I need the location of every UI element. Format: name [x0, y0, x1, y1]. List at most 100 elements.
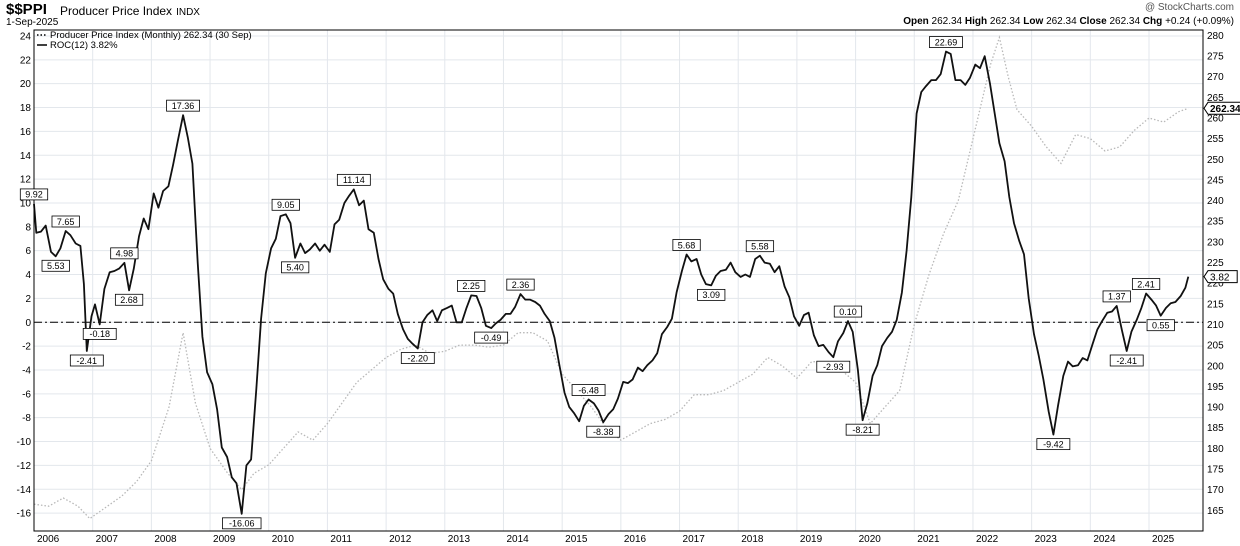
annotation-label: -2.93: [823, 362, 844, 372]
y-tick-label-right: 240: [1207, 196, 1224, 207]
symbol-title: $$PPI: [6, 1, 47, 18]
y-tick-label-right: 175: [1207, 465, 1224, 476]
annotation-box: [672, 239, 701, 251]
annotation-label: 17.36: [172, 101, 195, 111]
annotation-box: [474, 331, 509, 344]
y-tick-label-right: 235: [1207, 217, 1224, 228]
y-tick-label-right: 275: [1207, 52, 1224, 63]
y-tick-label-left: 0: [25, 318, 31, 329]
symbol-name-text: Producer Price Index: [60, 4, 173, 18]
x-tick-label: 2016: [624, 534, 647, 545]
series-line-ppi: [33, 34, 1189, 520]
x-tick-label: 2011: [330, 534, 352, 545]
y-tick-label-right: 255: [1207, 134, 1224, 145]
x-tick-label: 2008: [154, 534, 177, 545]
open-label: Open: [903, 16, 929, 27]
annotation-box: [586, 425, 621, 438]
y-tick-label-right: 250: [1207, 155, 1224, 166]
annotation-label: -2.41: [1116, 356, 1137, 366]
y-tick-label-left: 16: [20, 127, 32, 138]
annotation-box: [1109, 354, 1144, 367]
y-tick-label-left: -14: [17, 485, 32, 496]
annotation-label: 2.41: [1137, 279, 1155, 289]
y-tick-label-left: -6: [22, 389, 31, 400]
series-line-roc: [33, 50, 1190, 515]
open-value: 262.34: [931, 16, 963, 27]
annotation-label: 2.25: [462, 281, 480, 291]
y-tick-label-left: -2: [22, 342, 31, 353]
annotation-box: [400, 352, 435, 364]
y-tick-label-right: 185: [1207, 423, 1224, 434]
x-tick-label: 2015: [565, 534, 588, 545]
annotation-box: [51, 215, 80, 228]
x-tick-label: 2022: [976, 534, 999, 545]
annotation-label: 2.68: [120, 295, 138, 305]
high-value: 262.34: [989, 16, 1021, 27]
ohlc-summary: Open 262.34 High 262.34 Low 262.34 Close…: [903, 16, 1234, 27]
y-tick-label-right: 245: [1207, 175, 1224, 186]
annotation-box: [745, 240, 775, 253]
y-tick-label-left: 18: [20, 103, 32, 114]
chart-header: $$PPI Producer Price Index INDX 1-Sep-202…: [0, 0, 1240, 30]
close-value: 262.34: [1109, 16, 1141, 27]
annotation-box: [281, 261, 310, 274]
y-tick-label-right: 280: [1207, 31, 1224, 42]
x-tick-label: 2007: [96, 534, 119, 545]
x-tick-label: 2006: [37, 534, 60, 545]
annotation-box: [222, 517, 262, 530]
annotation-box: [69, 354, 104, 367]
annotation-box: [506, 278, 535, 291]
close-label: Close: [1079, 16, 1107, 27]
annotation-label: -8.38: [593, 427, 614, 437]
y-tick-label-right: 200: [1207, 361, 1224, 372]
value-tag-label: 3.82: [1210, 272, 1230, 283]
y-tick-label-left: -4: [22, 365, 31, 376]
symbol-name: Producer Price Index INDX: [60, 4, 200, 18]
annotation-box: [1146, 319, 1175, 332]
annotation-label: -9.42: [1043, 439, 1064, 449]
y-tick-label-right: 220: [1207, 279, 1224, 290]
value-tag-label: 262.34: [1210, 104, 1240, 115]
y-tick-label-right: 170: [1207, 485, 1224, 496]
annotation-label: 9.92: [25, 190, 43, 200]
annotation-label: 0.55: [1152, 320, 1170, 330]
annotation-box: [697, 288, 726, 301]
y-tick-label-right: 210: [1207, 320, 1224, 331]
annotation-label: -0.18: [89, 329, 110, 339]
annotation-box: [336, 173, 371, 186]
y-tick-label-left: 8: [25, 222, 31, 233]
y-tick-label-right: 215: [1207, 299, 1224, 310]
plot-frame: [33, 29, 1204, 532]
chg-value: +0.24 (+0.09%): [1165, 16, 1234, 27]
x-tick-label: 2024: [1093, 534, 1116, 545]
annotation-box: [82, 327, 117, 340]
annotation-box: [271, 198, 300, 211]
annotation-label: 4.98: [116, 249, 134, 259]
y-tick-label-left: -10: [17, 437, 32, 448]
exchange-label: INDX: [176, 7, 200, 18]
chg-label: Chg: [1142, 16, 1163, 27]
annotation-box: [41, 259, 70, 272]
annotation-label: -2.41: [77, 356, 98, 366]
y-tick-label-left: 10: [20, 198, 32, 209]
x-tick-label: 2018: [741, 534, 764, 545]
y-tick-label-left: -8: [22, 413, 31, 424]
x-tick-label: 2025: [1152, 534, 1175, 545]
annotation-label: -2.20: [408, 353, 429, 363]
annotation-box: [1131, 278, 1161, 290]
annotation-label: 3.09: [702, 290, 720, 300]
value-tag-box: [1203, 270, 1238, 284]
x-tick-label: 2019: [800, 534, 823, 545]
y-tick-label-left: 24: [20, 31, 32, 42]
y-tick-label-right: 265: [1207, 93, 1224, 104]
annotation-box: [571, 384, 606, 396]
high-label: High: [964, 16, 988, 27]
annotation-label: 5.68: [678, 240, 696, 250]
annotation-label: 2.36: [512, 280, 530, 290]
annotation-box: [19, 188, 49, 201]
chart-date: 1-Sep-2025: [6, 17, 59, 28]
y-tick-label-left: 14: [20, 151, 32, 162]
annotation-box: [457, 280, 486, 292]
y-tick-label-left: 2: [25, 294, 31, 305]
